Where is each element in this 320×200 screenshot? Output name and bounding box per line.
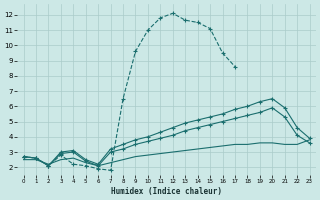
X-axis label: Humidex (Indice chaleur): Humidex (Indice chaleur)	[111, 187, 222, 196]
